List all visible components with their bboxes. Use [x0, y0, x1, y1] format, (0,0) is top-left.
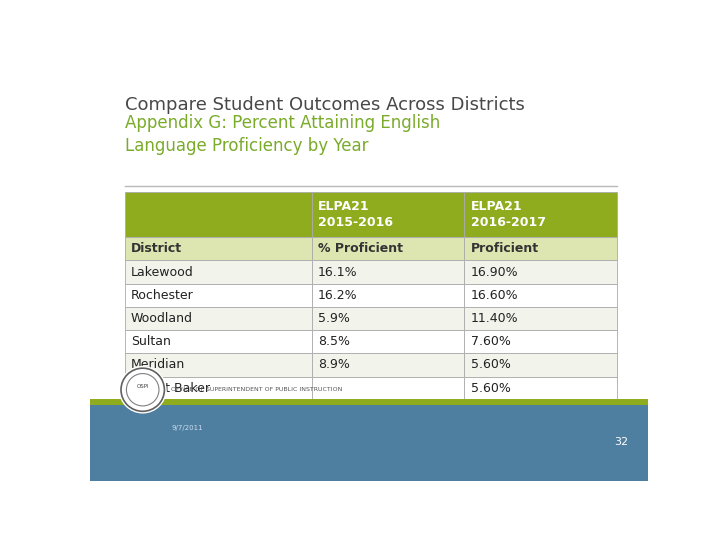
Bar: [464, 260, 617, 284]
Bar: [312, 353, 464, 376]
Bar: [312, 192, 464, 237]
Text: ELPA21
2015-2016: ELPA21 2015-2016: [318, 200, 393, 229]
Text: 32: 32: [614, 437, 629, 447]
Text: Rochester: Rochester: [131, 289, 194, 302]
Text: Proficient: Proficient: [471, 242, 539, 255]
Text: Mount Baker: Mount Baker: [131, 382, 210, 395]
Text: % Proficient: % Proficient: [318, 242, 403, 255]
Text: OFFICE OF SUPERINTENDENT OF PUBLIC INSTRUCTION: OFFICE OF SUPERINTENDENT OF PUBLIC INSTR…: [171, 387, 343, 392]
Bar: [312, 330, 464, 353]
Text: 11.40%: 11.40%: [471, 312, 518, 325]
Bar: [464, 376, 617, 400]
Text: 16.1%: 16.1%: [318, 266, 358, 279]
Bar: [464, 284, 617, 307]
Circle shape: [120, 367, 166, 413]
Bar: [312, 376, 464, 400]
Text: 5.60%: 5.60%: [471, 359, 510, 372]
Text: District: District: [131, 242, 182, 255]
Bar: [312, 284, 464, 307]
Bar: [125, 284, 312, 307]
Text: 9/7/2011: 9/7/2011: [171, 425, 203, 431]
Text: Lakewood: Lakewood: [131, 266, 194, 279]
Text: Compare Student Outcomes Across Districts: Compare Student Outcomes Across District…: [125, 96, 525, 113]
Text: 16.2%: 16.2%: [318, 289, 358, 302]
Bar: [464, 192, 617, 237]
Bar: [312, 237, 464, 260]
Bar: [464, 353, 617, 376]
Bar: [464, 330, 617, 353]
Bar: [312, 260, 464, 284]
Bar: [312, 307, 464, 330]
Bar: [90, 399, 648, 405]
Text: 5.9%: 5.9%: [318, 312, 350, 325]
Bar: [125, 237, 312, 260]
Text: 16.90%: 16.90%: [471, 266, 518, 279]
Bar: [125, 192, 312, 237]
Text: 8.9%: 8.9%: [318, 359, 350, 372]
Text: Woodland: Woodland: [131, 312, 193, 325]
Bar: [125, 260, 312, 284]
Text: Appendix G: Percent Attaining English
Language Proficiency by Year: Appendix G: Percent Attaining English La…: [125, 114, 440, 155]
Bar: [125, 307, 312, 330]
Text: Sultan: Sultan: [131, 335, 171, 348]
Text: Meridian: Meridian: [131, 359, 185, 372]
Text: 8.5%: 8.5%: [318, 335, 350, 348]
Bar: [90, 405, 648, 481]
Text: OSPI: OSPI: [136, 384, 149, 389]
Text: ELPA21
2016-2017: ELPA21 2016-2017: [471, 200, 546, 229]
Bar: [125, 376, 312, 400]
Text: 7.60%: 7.60%: [471, 335, 510, 348]
Text: 16.60%: 16.60%: [471, 289, 518, 302]
Text: 5.60%: 5.60%: [471, 382, 510, 395]
Bar: [125, 330, 312, 353]
Bar: [464, 237, 617, 260]
Bar: [464, 307, 617, 330]
Bar: [125, 353, 312, 376]
